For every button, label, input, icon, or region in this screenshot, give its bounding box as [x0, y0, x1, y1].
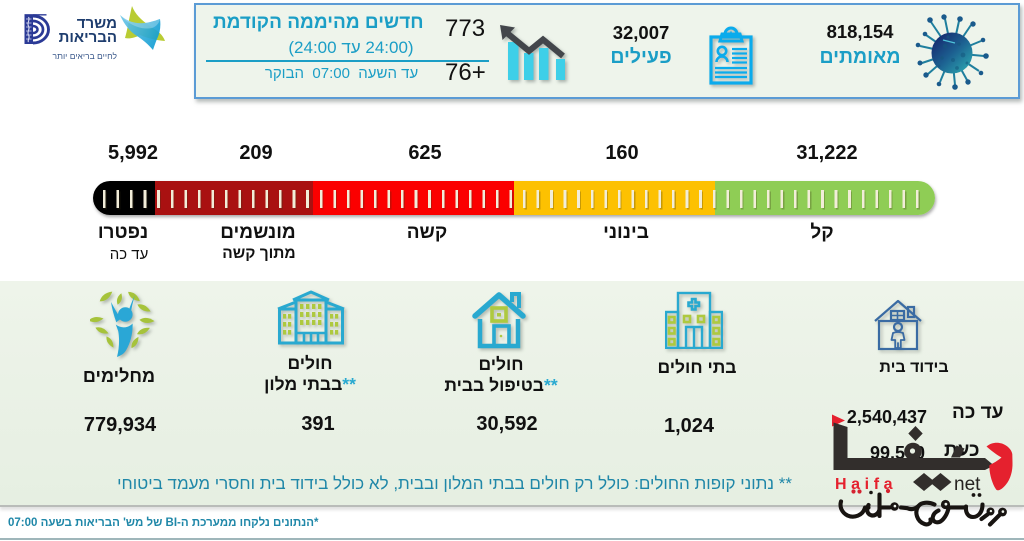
svg-text:net: net — [954, 474, 981, 495]
svg-text:Haifa: Haifa — [835, 476, 897, 493]
